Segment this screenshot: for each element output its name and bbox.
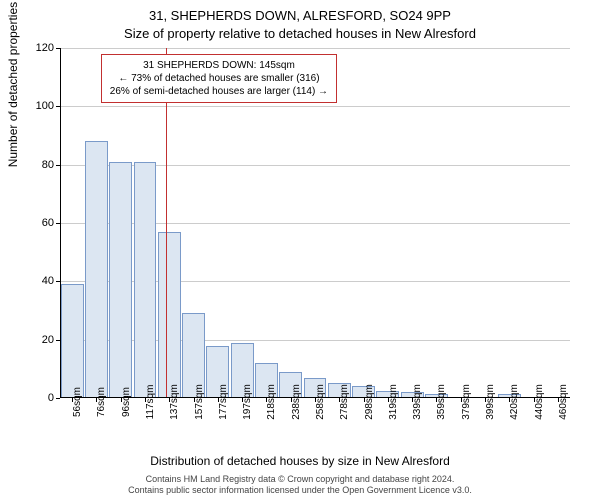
- xtick-label: 238sqm: [291, 384, 302, 420]
- xtick-label: 117sqm: [145, 385, 156, 420]
- ytick-label: 80: [42, 159, 54, 171]
- ytick-label: 20: [42, 334, 54, 346]
- ytick-mark: [56, 398, 60, 399]
- xtick-label: 379sqm: [461, 384, 472, 420]
- ytick-label: 100: [36, 100, 54, 112]
- attribution-line-2: Contains public sector information licen…: [0, 485, 600, 496]
- xtick-label: 137sqm: [169, 384, 180, 420]
- xtick-label: 359sqm: [436, 384, 447, 420]
- xtick-label: 177sqm: [218, 384, 229, 420]
- plot-border: [60, 48, 570, 398]
- ytick-mark: [56, 48, 60, 49]
- ytick-mark: [56, 281, 60, 282]
- xtick-label: 157sqm: [194, 384, 205, 420]
- xtick-label: 258sqm: [315, 384, 326, 420]
- xtick-label: 460sqm: [558, 384, 569, 420]
- ytick-label: 0: [48, 392, 54, 404]
- attribution-line-1: Contains HM Land Registry data © Crown c…: [0, 474, 600, 485]
- xtick-label: 440sqm: [534, 384, 545, 420]
- xtick-label: 197sqm: [242, 384, 253, 420]
- xtick-label: 96sqm: [121, 387, 132, 417]
- chart-title-sub: Size of property relative to detached ho…: [0, 26, 600, 41]
- xtick-label: 420sqm: [509, 384, 520, 420]
- xtick-label: 399sqm: [485, 384, 496, 420]
- chart-container: 31, SHEPHERDS DOWN, ALRESFORD, SO24 9PP …: [0, 0, 600, 500]
- chart-title-main: 31, SHEPHERDS DOWN, ALRESFORD, SO24 9PP: [0, 8, 600, 23]
- attribution: Contains HM Land Registry data © Crown c…: [0, 474, 600, 496]
- xtick-label: 278sqm: [339, 384, 350, 420]
- x-axis-label: Distribution of detached houses by size …: [0, 454, 600, 468]
- ytick-mark: [56, 165, 60, 166]
- ytick-mark: [56, 223, 60, 224]
- ytick-mark: [56, 340, 60, 341]
- y-axis-label: Number of detached properties: [6, 2, 20, 167]
- xtick-label: 76sqm: [96, 387, 107, 417]
- ytick-mark: [56, 106, 60, 107]
- plot-area: 31 SHEPHERDS DOWN: 145sqm ← 73% of detac…: [60, 48, 570, 398]
- xtick-label: 56sqm: [72, 387, 83, 417]
- xtick-label: 339sqm: [412, 384, 423, 420]
- xtick-label: 298sqm: [364, 384, 375, 420]
- xtick-label: 218sqm: [266, 384, 277, 420]
- xtick-label: 319sqm: [388, 384, 399, 420]
- ytick-label: 40: [42, 275, 54, 287]
- ytick-label: 60: [42, 217, 54, 229]
- ytick-label: 120: [36, 42, 54, 54]
